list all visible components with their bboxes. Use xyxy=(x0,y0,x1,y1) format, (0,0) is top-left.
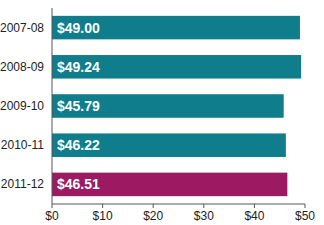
category-label: 2008-09 xyxy=(0,60,44,74)
tick xyxy=(153,204,154,208)
bar xyxy=(52,133,286,157)
category-label: 2007-08 xyxy=(0,21,44,35)
tick xyxy=(203,204,204,208)
tick xyxy=(52,204,53,208)
bar xyxy=(52,16,300,40)
tick xyxy=(305,204,306,208)
bar xyxy=(52,55,301,79)
tick-label: $20 xyxy=(143,209,163,223)
chart: 2007-08 $49.00 2008-09 $49.24 2009-10 $45.79 2… xyxy=(0,0,324,225)
tick-label: $30 xyxy=(194,209,214,223)
category-label: 2009-10 xyxy=(0,99,44,113)
category-axis-line xyxy=(52,8,53,204)
tick-label: $40 xyxy=(244,209,264,223)
x-axis: $0 $10 $20 $30 $40 $50 xyxy=(45,204,315,223)
bar xyxy=(52,94,284,118)
data-label: $46.51 xyxy=(57,176,100,192)
axis-line xyxy=(52,204,305,205)
data-label: $45.79 xyxy=(57,98,100,114)
labels: 2007-08 $49.00 2008-09 $49.24 2009-10 $45.79 2… xyxy=(0,20,100,193)
category-label: 2011-12 xyxy=(1,177,44,191)
data-label: $49.24 xyxy=(57,59,100,75)
tick xyxy=(102,204,103,208)
category-label: 2010-11 xyxy=(1,138,44,152)
data-label: $49.00 xyxy=(57,20,100,36)
bars xyxy=(52,16,301,196)
bar xyxy=(52,173,287,197)
tick-label: $10 xyxy=(93,209,113,223)
tick xyxy=(254,204,255,208)
data-label: $46.22 xyxy=(57,137,100,153)
tick-label: $0 xyxy=(45,209,59,223)
tick-label: $50 xyxy=(295,209,315,223)
